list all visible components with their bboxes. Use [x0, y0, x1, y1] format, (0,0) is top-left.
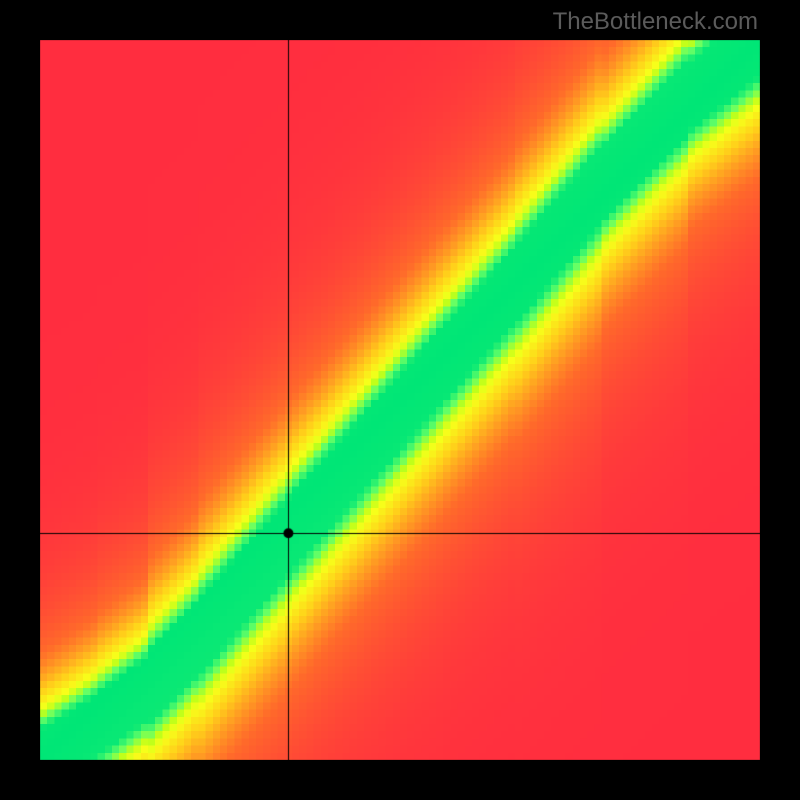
chart-container: TheBottleneck.com	[0, 0, 800, 800]
watermark-text: TheBottleneck.com	[553, 8, 758, 36]
bottleneck-heatmap	[40, 40, 760, 760]
